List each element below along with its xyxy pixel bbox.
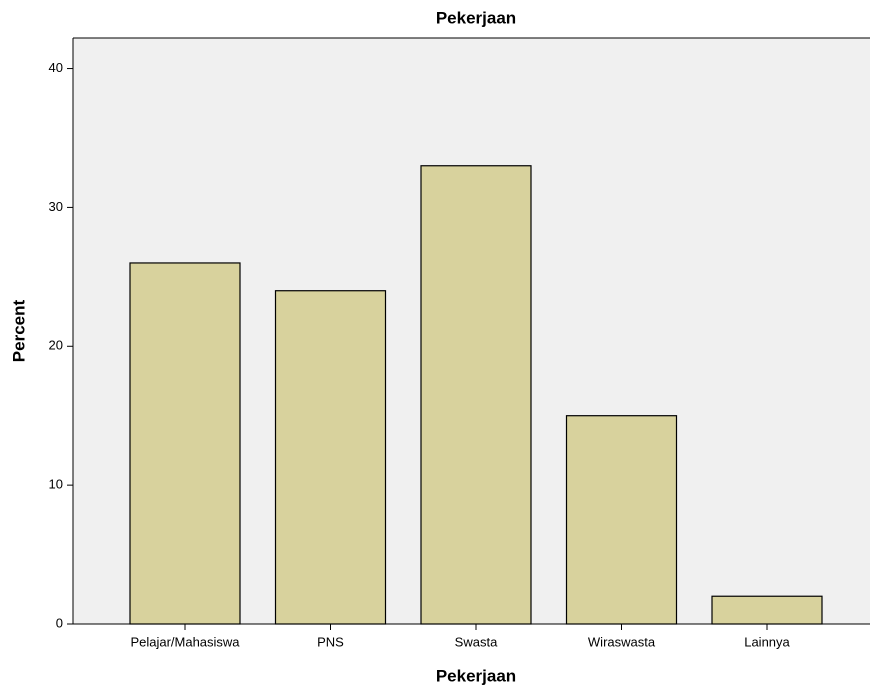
y-tick-label: 10 bbox=[49, 477, 63, 492]
bar bbox=[565, 415, 678, 625]
y-tick-label: 40 bbox=[49, 60, 63, 75]
bar bbox=[420, 165, 532, 625]
bar bbox=[274, 290, 387, 625]
y-tick-label: 0 bbox=[56, 615, 63, 630]
bar bbox=[711, 595, 823, 625]
x-axis-label: Pekerjaan bbox=[436, 666, 516, 685]
x-tick-label: Lainnya bbox=[744, 634, 790, 649]
y-tick-label: 20 bbox=[49, 338, 63, 353]
x-tick-label: PNS bbox=[317, 634, 344, 649]
chart-title: Pekerjaan bbox=[436, 8, 516, 27]
x-tick-label: Pelajar/Mahasiswa bbox=[130, 634, 240, 649]
y-axis-label: Percent bbox=[9, 299, 28, 362]
x-tick-label: Swasta bbox=[455, 634, 498, 649]
y-tick-label: 30 bbox=[49, 199, 63, 214]
bar bbox=[129, 262, 241, 625]
x-tick-label: Wiraswasta bbox=[588, 634, 656, 649]
